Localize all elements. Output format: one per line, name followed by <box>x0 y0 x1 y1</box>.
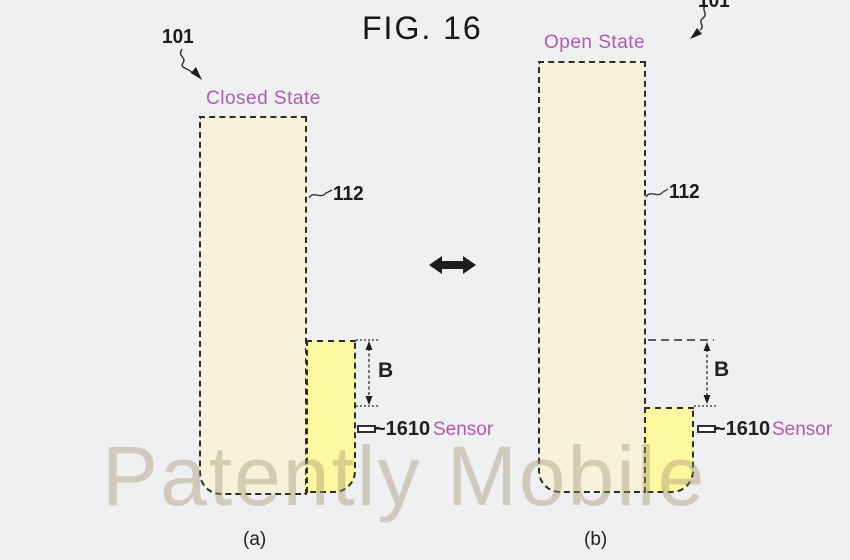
dimension-b-left <box>356 339 380 407</box>
leader-line-112-right <box>645 188 669 198</box>
slider-part-closed <box>306 340 356 493</box>
slider-part-open <box>644 407 694 493</box>
device-body-open <box>538 61 646 493</box>
caption-b: (b) <box>584 529 608 550</box>
state-label-closed: Closed State <box>206 88 321 109</box>
ref-101-left: 101 <box>162 26 194 48</box>
sensor-box-closed <box>357 425 376 433</box>
ref-101-right: 101 <box>698 0 730 12</box>
double-arrow-icon <box>429 256 476 274</box>
dimension-label-b-right: B <box>714 358 730 381</box>
caption-a: (a) <box>243 529 267 550</box>
leader-line-112-left <box>308 189 333 199</box>
sensor-ref-left: ~1610 <box>374 418 431 440</box>
state-label-open: Open State <box>544 32 646 53</box>
dimension-b-right <box>648 339 716 407</box>
ref-arrow-101-left <box>179 48 202 80</box>
sensor-label-left: Sensor <box>433 419 494 440</box>
dimension-label-b-left: B <box>378 359 394 382</box>
ref-112-left: 112 <box>333 183 364 205</box>
sensor-box-open <box>697 425 716 433</box>
sensor-label-right: Sensor <box>772 419 833 440</box>
ref-112-right: 112 <box>669 181 700 203</box>
device-body-closed <box>199 116 307 495</box>
sensor-ref-right: ~1610 <box>714 418 771 440</box>
figure-title: FIG. 16 <box>362 10 483 46</box>
watermark-text: Patently Mobile <box>102 429 707 523</box>
